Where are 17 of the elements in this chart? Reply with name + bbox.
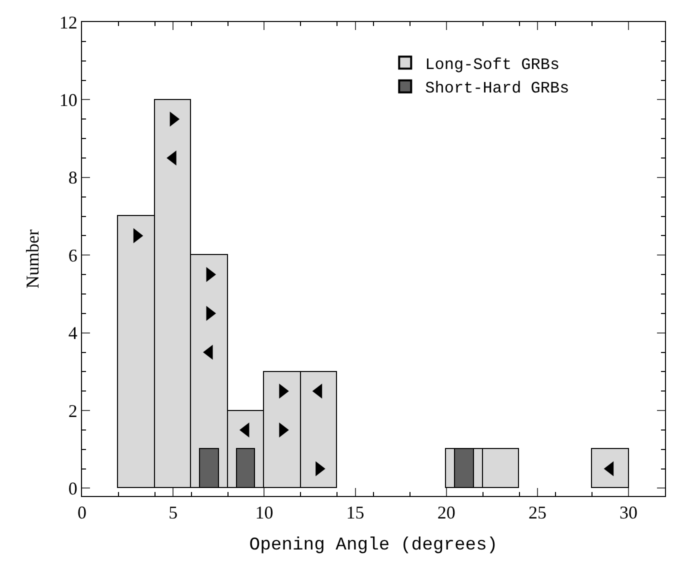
y-axis-title: Number xyxy=(22,230,43,288)
legend-label: Long-Soft GRBs xyxy=(425,56,560,74)
x-axis-title: Opening Angle (degrees) xyxy=(249,536,498,556)
x-tick-label: 25 xyxy=(528,502,546,523)
y-tick-label: 8 xyxy=(68,168,78,188)
y-tick-label: 10 xyxy=(59,90,78,110)
legend-label: Short-Hard GRBs xyxy=(425,80,570,98)
y-tick-label: 2 xyxy=(68,400,78,421)
y-tick-label: 12 xyxy=(59,12,78,32)
y-tick-label: 6 xyxy=(68,245,78,266)
y-tick-label: 4 xyxy=(68,323,78,344)
y-tick-label: 0 xyxy=(68,478,78,499)
x-tick-label: 5 xyxy=(168,502,178,523)
x-tick-label: 30 xyxy=(620,502,638,523)
x-tick-label: 15 xyxy=(346,502,364,523)
x-tick-label: 10 xyxy=(255,502,274,523)
x-tick-label: 20 xyxy=(437,502,456,523)
